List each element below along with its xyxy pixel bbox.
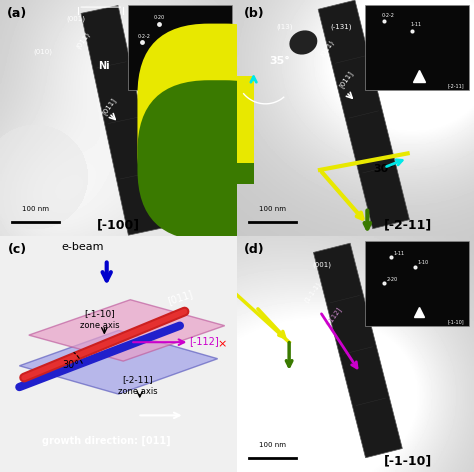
Text: 30°: 30°	[63, 360, 80, 370]
Text: [-1-10]: [-1-10]	[383, 454, 432, 467]
Text: Ni: Ni	[99, 61, 110, 71]
Bar	[365, 241, 469, 326]
Text: (011): (011)	[75, 31, 91, 50]
Text: 100 nm: 100 nm	[259, 442, 286, 448]
Text: [-1-10]: [-1-10]	[448, 320, 465, 324]
Text: 1-11: 1-11	[410, 22, 421, 27]
Text: [011]: [011]	[101, 96, 117, 116]
Ellipse shape	[290, 30, 317, 55]
Text: [-112]: [-112]	[325, 306, 343, 328]
Text: 1-11: 1-11	[393, 251, 404, 256]
Text: 0-2-2: 0-2-2	[137, 34, 150, 39]
Text: [-100]: [-100]	[199, 84, 216, 88]
Text: [-2-11]: [-2-11]	[383, 218, 432, 231]
Text: (c): (c)	[8, 243, 27, 256]
Text: (011): (011)	[319, 39, 335, 58]
FancyBboxPatch shape	[137, 24, 296, 224]
Text: [-112]: [-112]	[189, 337, 219, 346]
Polygon shape	[29, 300, 225, 361]
Bar	[128, 5, 232, 90]
Text: [011]: [011]	[166, 289, 194, 306]
Text: (001): (001)	[313, 261, 332, 268]
Text: 100 nm: 100 nm	[259, 206, 286, 212]
Text: [-100]: [-100]	[97, 218, 140, 231]
Text: (001): (001)	[66, 16, 85, 22]
PathPatch shape	[81, 6, 165, 235]
Text: zone axis: zone axis	[118, 387, 157, 396]
Bar	[237, 76, 254, 165]
Text: (a): (a)	[7, 7, 27, 20]
Text: [-2-11]: [-2-11]	[448, 84, 465, 88]
Text: (l13): (l13)	[276, 23, 292, 30]
FancyBboxPatch shape	[137, 80, 296, 241]
Text: (1-1-1): (1-1-1)	[303, 280, 322, 303]
Text: (010): (010)	[33, 49, 52, 55]
Text: 100 nm: 100 nm	[22, 206, 49, 212]
Text: (d): (d)	[244, 243, 265, 256]
Text: 30°: 30°	[374, 164, 394, 174]
Text: 35°: 35°	[269, 56, 290, 66]
Text: zone axis: zone axis	[80, 321, 119, 330]
Text: [-1-10]: [-1-10]	[84, 309, 115, 318]
Polygon shape	[19, 330, 218, 394]
Text: ×: ×	[218, 339, 227, 349]
Text: growth direction: [011]: growth direction: [011]	[42, 436, 171, 446]
Text: 2-20: 2-20	[386, 277, 397, 282]
Text: (b): (b)	[244, 7, 265, 20]
Text: [-2-11]: [-2-11]	[122, 375, 153, 384]
Bar	[237, 163, 254, 184]
Text: 002: 002	[194, 43, 204, 48]
Bar	[365, 5, 469, 90]
Text: 1-10: 1-10	[417, 261, 428, 265]
Text: 0-20: 0-20	[154, 15, 165, 20]
PathPatch shape	[313, 243, 402, 458]
Text: e-beam: e-beam	[62, 242, 104, 252]
Text: (-131): (-131)	[330, 23, 352, 30]
Text: [011]: [011]	[338, 70, 354, 89]
Text: 0-2-2: 0-2-2	[382, 13, 394, 17]
PathPatch shape	[318, 0, 410, 229]
